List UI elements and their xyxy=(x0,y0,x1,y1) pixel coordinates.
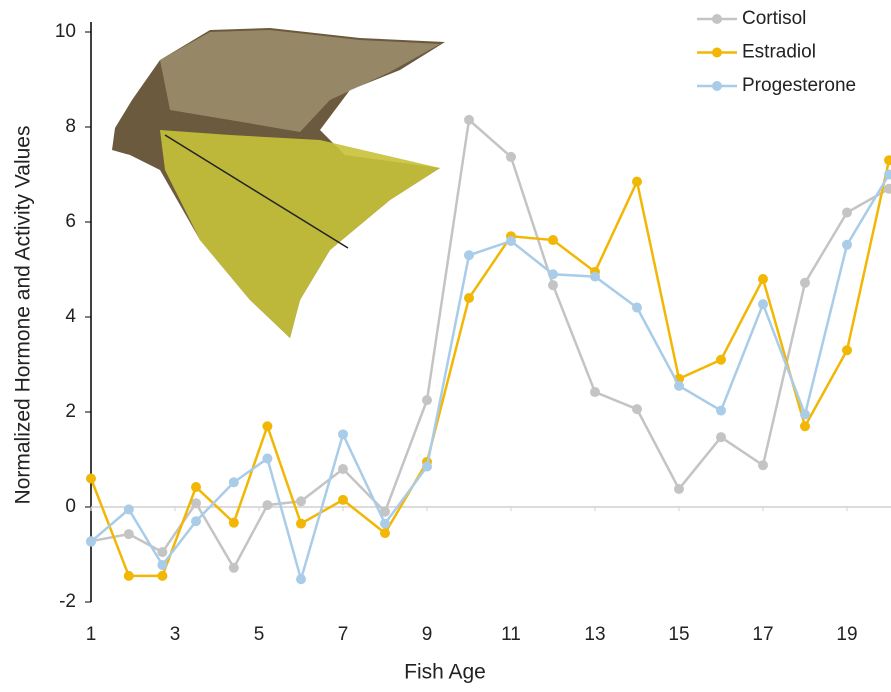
legend-label: Cortisol xyxy=(742,8,806,29)
data-point xyxy=(86,473,96,484)
data-point xyxy=(86,536,96,547)
data-point xyxy=(506,236,516,246)
x-tick-label: 11 xyxy=(501,624,521,645)
data-point xyxy=(884,169,891,180)
data-point xyxy=(157,570,168,581)
data-point xyxy=(422,461,432,472)
legend-marker xyxy=(712,47,722,58)
data-point xyxy=(674,380,684,391)
data-point xyxy=(800,409,810,420)
legend-marker xyxy=(712,81,722,91)
data-point xyxy=(464,250,474,261)
data-point xyxy=(842,239,852,250)
y-tick-label: 4 xyxy=(65,306,76,327)
x-tick-label: 9 xyxy=(422,624,433,645)
data-point xyxy=(884,183,891,194)
data-point xyxy=(191,498,201,509)
data-point xyxy=(228,562,239,573)
y-tick-label: 2 xyxy=(65,401,76,422)
data-point xyxy=(296,496,306,507)
y-tick-label: 0 xyxy=(65,496,76,517)
x-tick-label: 13 xyxy=(584,624,605,645)
data-point xyxy=(716,405,726,416)
data-point xyxy=(548,280,558,291)
data-point xyxy=(758,299,768,310)
x-axis-title: Fish Age xyxy=(404,661,486,684)
data-point xyxy=(716,432,726,443)
data-point xyxy=(296,518,306,529)
legend-label: Estradiol xyxy=(742,42,816,63)
data-point xyxy=(262,421,273,432)
data-point xyxy=(262,453,273,464)
data-point xyxy=(296,574,306,585)
data-point xyxy=(228,517,239,528)
data-point xyxy=(548,235,558,246)
data-point xyxy=(842,207,852,218)
x-tick-label: 15 xyxy=(668,624,689,645)
data-point xyxy=(800,277,810,288)
data-point xyxy=(758,460,768,471)
data-point xyxy=(191,482,201,493)
data-point xyxy=(228,477,239,488)
y-tick-label: 10 xyxy=(55,21,76,42)
legend-label: Progesterone xyxy=(742,75,856,96)
data-point xyxy=(123,570,134,581)
y-tick-label: -2 xyxy=(59,591,76,612)
y-tick-label: 6 xyxy=(65,211,76,232)
data-point xyxy=(548,269,558,280)
x-tick-label: 5 xyxy=(254,624,265,645)
data-point xyxy=(632,176,642,187)
data-point xyxy=(632,404,642,415)
y-tick-label: 8 xyxy=(65,116,76,137)
data-point xyxy=(157,547,168,558)
data-point xyxy=(590,271,600,282)
data-point xyxy=(506,151,516,162)
data-point xyxy=(380,506,390,517)
data-point xyxy=(157,559,168,570)
data-point xyxy=(338,464,348,474)
data-point xyxy=(800,421,810,432)
data-point xyxy=(632,302,642,313)
data-point xyxy=(590,387,600,398)
data-point xyxy=(422,395,432,406)
data-point xyxy=(758,274,768,284)
data-point xyxy=(338,429,348,440)
data-point xyxy=(842,345,852,356)
data-point xyxy=(674,483,684,494)
data-point xyxy=(191,516,201,527)
data-point xyxy=(262,500,273,511)
fin-illustration xyxy=(112,28,445,338)
data-point xyxy=(123,529,134,540)
data-point xyxy=(123,504,134,515)
x-tick-label: 19 xyxy=(836,624,857,645)
x-tick-label: 3 xyxy=(170,624,181,645)
data-point xyxy=(884,155,891,166)
data-point xyxy=(380,528,390,539)
x-tick-label: 17 xyxy=(752,624,773,645)
data-point xyxy=(464,114,474,125)
data-point xyxy=(380,518,390,529)
legend-marker xyxy=(712,14,722,24)
data-point xyxy=(464,293,474,303)
y-axis-title: Normalized Hormone and Activity Values xyxy=(12,126,35,505)
x-tick-label: 7 xyxy=(338,624,349,645)
data-point xyxy=(338,494,348,505)
x-tick-label: 1 xyxy=(86,624,97,645)
data-point xyxy=(716,354,726,365)
